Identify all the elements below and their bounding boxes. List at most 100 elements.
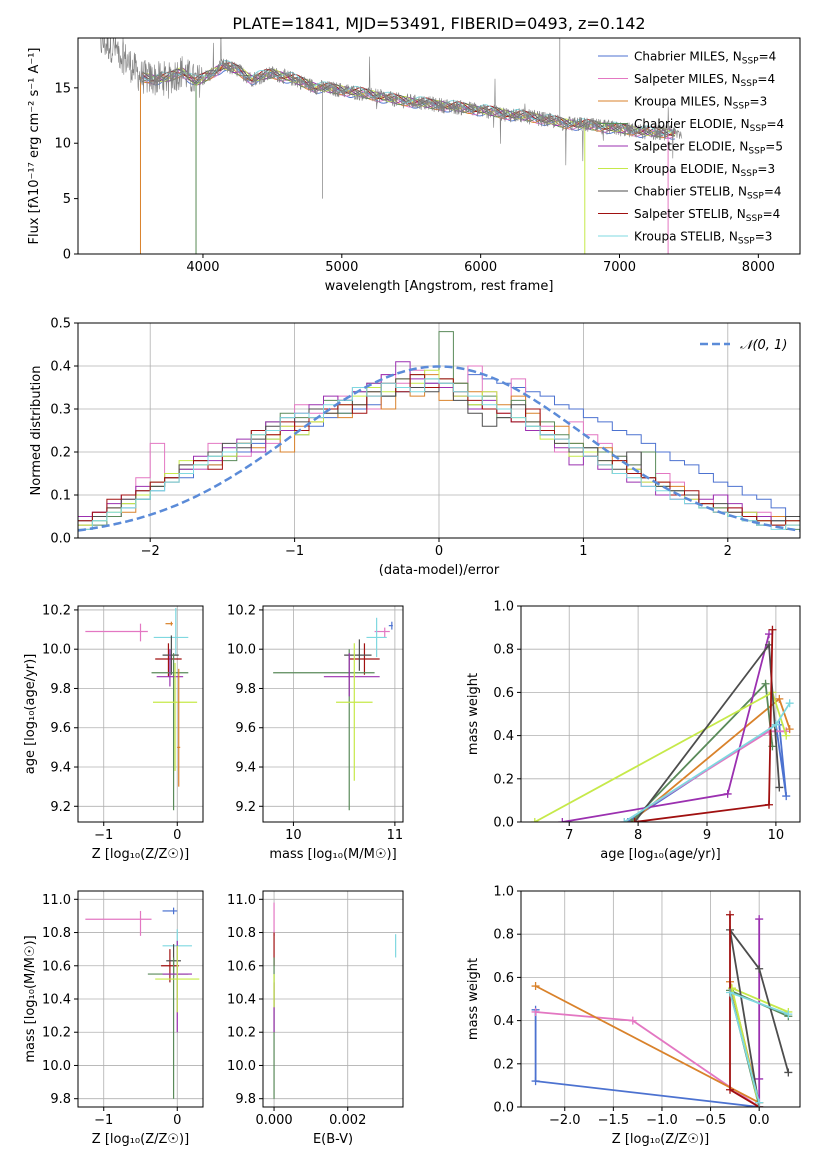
x-tick-label: −1 xyxy=(285,544,304,559)
y-tick-label: 9.2 xyxy=(50,800,71,815)
plot-area xyxy=(273,902,397,1099)
panel-mass_vs_z: −1 0 9.8 10.0 10.2 10.4 10.6 10.8 11.0 Z [log₁₀(Z… xyxy=(23,890,204,1147)
y-tick-label: 10.0 xyxy=(42,1059,71,1074)
y-tick-label: 10.0 xyxy=(42,643,71,658)
legend-label: Chabrier STELIB, NSSP=4 xyxy=(634,185,782,202)
weight-line-salpeter_stelib xyxy=(634,629,774,822)
y-tick-label: 0.1 xyxy=(50,489,71,504)
y-tick-label: 10.0 xyxy=(227,1059,256,1074)
y-tick-label: 10.8 xyxy=(42,926,71,941)
x-tick-label: 0 xyxy=(173,828,181,843)
y-tick-label: 0.4 xyxy=(493,1014,514,1029)
y-tick-label: 1.0 xyxy=(493,885,514,900)
panel-residuals: −2 −1 0 1 2 0.0 0.1 0.2 0.3 0.4 0.5 (data-model)/er… xyxy=(29,317,801,578)
x-tick-label: −0.5 xyxy=(695,1113,727,1128)
normal-curve xyxy=(78,365,800,532)
x-tick-label: 9 xyxy=(703,828,711,843)
y-tick-label: 0.4 xyxy=(493,729,514,744)
y-tick-label: 0.4 xyxy=(50,360,71,375)
x-tick-label: 0.002 xyxy=(329,1113,366,1128)
y-axis-label: mass weight xyxy=(466,958,481,1040)
plot-area xyxy=(273,617,393,811)
panel-weight_vs_age: 7 8 9 10 0.0 0.2 0.4 0.6 0.8 1.0 age [log₁₀(age/yr… xyxy=(466,600,801,862)
errorbar-kroupa_stelib xyxy=(366,617,387,658)
y-tick-label: 0.0 xyxy=(50,532,71,547)
x-tick-label: 7000 xyxy=(603,260,636,275)
weight-marker-kroupa_miles xyxy=(531,982,540,991)
y-tick-label: 0.8 xyxy=(493,643,514,658)
y-tick-label: 9.6 xyxy=(235,721,256,736)
x-tick-label: −2 xyxy=(141,544,160,559)
y-tick-label: 10 xyxy=(54,137,71,152)
x-tick-label: 0.000 xyxy=(255,1113,292,1128)
y-tick-label: 9.4 xyxy=(50,761,71,776)
plot-area xyxy=(78,331,800,538)
x-tick-label: 10 xyxy=(768,828,785,843)
x-axis-label: mass [log₁₀(M/M☉)] xyxy=(269,847,396,862)
y-tick-label: 9.6 xyxy=(50,721,71,736)
y-tick-label: 10.6 xyxy=(42,959,71,974)
x-tick-label: −1.5 xyxy=(598,1113,630,1128)
plot-area xyxy=(85,907,200,1099)
y-tick-label: 10.6 xyxy=(227,959,256,974)
y-tick-label: 0.2 xyxy=(50,446,71,461)
plot-area xyxy=(85,607,198,811)
y-tick-label: 0.0 xyxy=(493,816,514,831)
x-axis-label: age [log₁₀(age/yr)] xyxy=(600,847,721,862)
y-axis-label: mass weight xyxy=(466,673,481,755)
errorbar-salpeter_stelib xyxy=(161,949,179,983)
y-tick-label: 10.2 xyxy=(227,603,256,618)
weight-marker-kroupa_miles xyxy=(775,694,784,703)
weight-marker-chabrier_stelib xyxy=(775,783,784,792)
weight-marker-chabrier_miles xyxy=(531,1077,540,1086)
weight-marker-kroupa_stelib xyxy=(785,699,794,708)
x-tick-label: 0 xyxy=(173,1113,181,1128)
x-tick-label: 0 xyxy=(435,544,443,559)
weight-marker-chabrier_elodie xyxy=(627,818,636,822)
y-tick-label: 15 xyxy=(54,81,71,96)
panel-spectrum: 4000 5000 6000 7000 8000 0 5 10 15 wavelength [An… xyxy=(27,37,801,294)
x-tick-label: 2 xyxy=(724,544,732,559)
errorbar-salpeter_miles xyxy=(85,623,148,642)
x-tick-label: 10 xyxy=(285,828,302,843)
y-tick-label: 0.5 xyxy=(50,317,71,332)
x-tick-label: −1.0 xyxy=(646,1113,678,1128)
y-axis-label: mass [log₁₀(M/M☉)] xyxy=(23,935,38,1062)
errorbar-salpeter_elodie xyxy=(323,653,380,697)
legend-label: Kroupa MILES, NSSP=3 xyxy=(634,95,767,112)
y-tick-label: 9.2 xyxy=(235,800,256,815)
legend-label: Chabrier ELODIE, NSSP=4 xyxy=(634,117,784,134)
y-tick-label: 10.2 xyxy=(42,603,71,618)
x-tick-label: 8000 xyxy=(742,260,775,275)
weight-marker-kroupa_stelib xyxy=(784,1010,793,1019)
figure-title: PLATE=1841, MJD=53491, FIBERID=0493, z=0… xyxy=(232,14,645,33)
weight-marker-kroupa_stelib xyxy=(620,818,629,822)
weight-line-kroupa_miles xyxy=(535,985,760,1104)
errorbar-chabrier_elodie xyxy=(273,649,375,811)
weight-marker-salpeter_elodie xyxy=(755,1074,764,1083)
x-axis-label: (data-model)/error xyxy=(379,563,500,578)
plot-area xyxy=(100,38,683,254)
y-tick-label: 10.8 xyxy=(227,926,256,941)
errorbar-chabrier_miles xyxy=(388,621,393,630)
axes-frame xyxy=(77,605,204,823)
panel-weight_vs_z: −2.0 −1.5 −1.0 −0.5 0.0 0.0 0.2 0.4 0.6 0.8 1.0 Z [… xyxy=(466,885,801,1147)
x-tick-label: 8 xyxy=(634,828,642,843)
y-tick-label: 0.2 xyxy=(493,772,514,787)
weight-marker-salpeter_elodie xyxy=(723,789,732,798)
x-tick-label: 0.0 xyxy=(749,1113,770,1128)
y-tick-label: 10.4 xyxy=(227,993,256,1008)
errorbar-chabrier_stelib xyxy=(162,635,179,675)
weight-line-salpeter_miles xyxy=(535,1011,760,1107)
x-tick-label: 5000 xyxy=(325,260,358,275)
y-tick-label: 9.4 xyxy=(235,761,256,776)
y-axis-label: Normed distribution xyxy=(29,366,44,496)
legend-label: Salpeter MILES, NSSP=4 xyxy=(634,72,775,89)
weight-marker-chabrier_stelib xyxy=(784,1068,793,1077)
weight-marker-chabrier_stelib xyxy=(755,964,764,973)
weight-marker-kroupa_miles xyxy=(785,725,794,734)
errorbar-kroupa_elodie xyxy=(336,643,373,781)
weight-marker-kroupa_elodie xyxy=(782,731,791,740)
y-tick-label: 10.0 xyxy=(227,643,256,658)
